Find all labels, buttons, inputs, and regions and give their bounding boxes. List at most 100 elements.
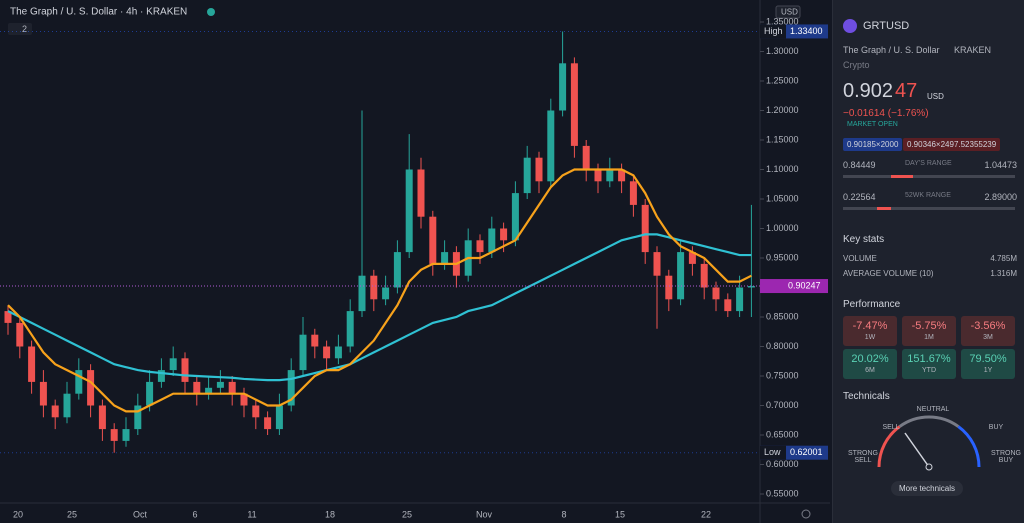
y-tick-label: 0.60000 <box>766 459 799 469</box>
candle-body <box>476 240 484 253</box>
moving-average <box>7 168 752 413</box>
candle-body <box>665 275 673 300</box>
chart: The Graph / U. S. Dollar · 4h · KRAKEN 2… <box>0 0 830 523</box>
candle-body <box>677 252 685 300</box>
x-tick-label: 18 <box>325 509 335 519</box>
candle-body <box>87 370 95 406</box>
candle-body <box>700 263 708 288</box>
range-high: 2.89000 <box>984 192 1017 202</box>
perf-tile: -5.75% 1M <box>902 316 956 346</box>
range-low: 0.22564 <box>843 192 876 202</box>
y-tick-label: 0.85000 <box>766 311 799 321</box>
description: The Graph / U. S. Dollar <box>843 45 940 55</box>
candle-body <box>75 370 83 394</box>
candle-body <box>157 370 165 382</box>
candle-body <box>747 286 755 288</box>
candle-body <box>98 405 106 430</box>
candle-body <box>4 311 12 323</box>
high-tag <box>760 24 786 39</box>
candle-body <box>547 110 555 182</box>
section-title: Performance <box>843 299 901 310</box>
y-tick-label: 0.70000 <box>766 400 799 410</box>
candle-body <box>523 157 531 194</box>
range-label: 52WK RANGE <box>905 192 951 199</box>
x-tick-label: 25 <box>402 509 412 519</box>
y-tick-label: 0.65000 <box>766 429 799 439</box>
candle-body <box>16 322 24 347</box>
candle-body <box>358 275 366 312</box>
indicator-toggle[interactable] <box>8 23 32 35</box>
candle-body <box>500 228 508 241</box>
x-tick-label: 15 <box>615 509 625 519</box>
perf-period: 1W <box>864 334 876 341</box>
low-value: 0.62001 <box>790 447 823 457</box>
perf-period: YTD <box>922 367 936 374</box>
candle-body <box>441 252 449 264</box>
candle-body <box>122 429 130 441</box>
candle-body <box>629 181 637 205</box>
perf-tile: 79.50% 1Y <box>961 349 1015 379</box>
candle-body <box>216 381 224 388</box>
candle-body <box>334 346 342 359</box>
settings-icon[interactable] <box>801 509 811 519</box>
stat-label: VOLUME <box>843 254 877 263</box>
high-value: 1.33400 <box>790 26 823 36</box>
symbol: GRTUSD <box>863 20 910 32</box>
symbol-icon <box>843 19 857 33</box>
perf-period: 3M <box>983 334 993 341</box>
more-technicals-button[interactable]: More technicals <box>891 481 964 496</box>
candle-body <box>110 429 118 441</box>
candle-body <box>287 370 295 406</box>
bid: 0.90185×2000 <box>843 138 903 151</box>
perf-value: -3.56% <box>970 320 1006 332</box>
candle-body <box>559 63 567 111</box>
y-tick-label: 1.00000 <box>766 223 799 233</box>
y-tick-label: 1.35000 <box>766 16 799 26</box>
candle-body <box>429 216 437 264</box>
candle-body <box>228 381 236 394</box>
candle-body <box>146 381 154 406</box>
range-label: DAY'S RANGE <box>905 160 952 167</box>
perf-tile: -7.47% 1W <box>843 316 897 346</box>
candle-body <box>299 334 307 371</box>
low-tag-label: Low <box>764 447 781 457</box>
low-tag <box>760 445 786 460</box>
currency-button[interactable] <box>775 5 801 19</box>
last-price-box <box>760 279 828 294</box>
plot-bg <box>0 0 760 503</box>
candle-body <box>712 287 720 300</box>
x-tick-label: 25 <box>67 509 77 519</box>
perf-tile: 151.67% YTD <box>902 349 956 379</box>
candle-body <box>594 169 602 182</box>
gauge-label: NEUTRAL <box>916 406 950 413</box>
gauge-arc <box>898 415 960 428</box>
perf-value: -5.75% <box>911 320 947 332</box>
price-main: 0.902 <box>843 80 894 102</box>
candle-body <box>641 204 649 253</box>
perf-value: 20.02% <box>851 353 889 365</box>
perf-value: -7.47% <box>852 320 888 332</box>
candle-body <box>28 346 36 382</box>
section-title: Key stats <box>843 234 885 245</box>
perf-tile: 20.02% 6M <box>843 349 897 379</box>
section-title: Technicals <box>843 391 890 402</box>
candle-body <box>511 193 519 241</box>
x-tick-label: Nov <box>476 509 493 519</box>
candle-body <box>535 157 543 182</box>
y-tick-label: 1.20000 <box>766 105 799 115</box>
x-tick-label: 11 <box>247 509 256 519</box>
stat-value: 1.316M <box>990 269 1017 278</box>
candle-body <box>688 252 696 264</box>
candle-body <box>275 405 283 430</box>
range-track <box>843 207 1015 210</box>
y-tick-label: 1.10000 <box>766 164 799 174</box>
y-tick-label: 0.75000 <box>766 370 799 380</box>
perf-period: 1M <box>924 334 934 341</box>
price-tail: 47 <box>895 80 918 102</box>
price-change: −0.01614 (−1.76%) <box>843 108 929 119</box>
perf-period: 6M <box>865 367 875 374</box>
y-tick-label: 0.55000 <box>766 488 799 498</box>
candle-body <box>134 405 142 430</box>
indicator-count: 2 <box>22 24 27 34</box>
market-status: MARKET OPEN <box>847 121 898 128</box>
